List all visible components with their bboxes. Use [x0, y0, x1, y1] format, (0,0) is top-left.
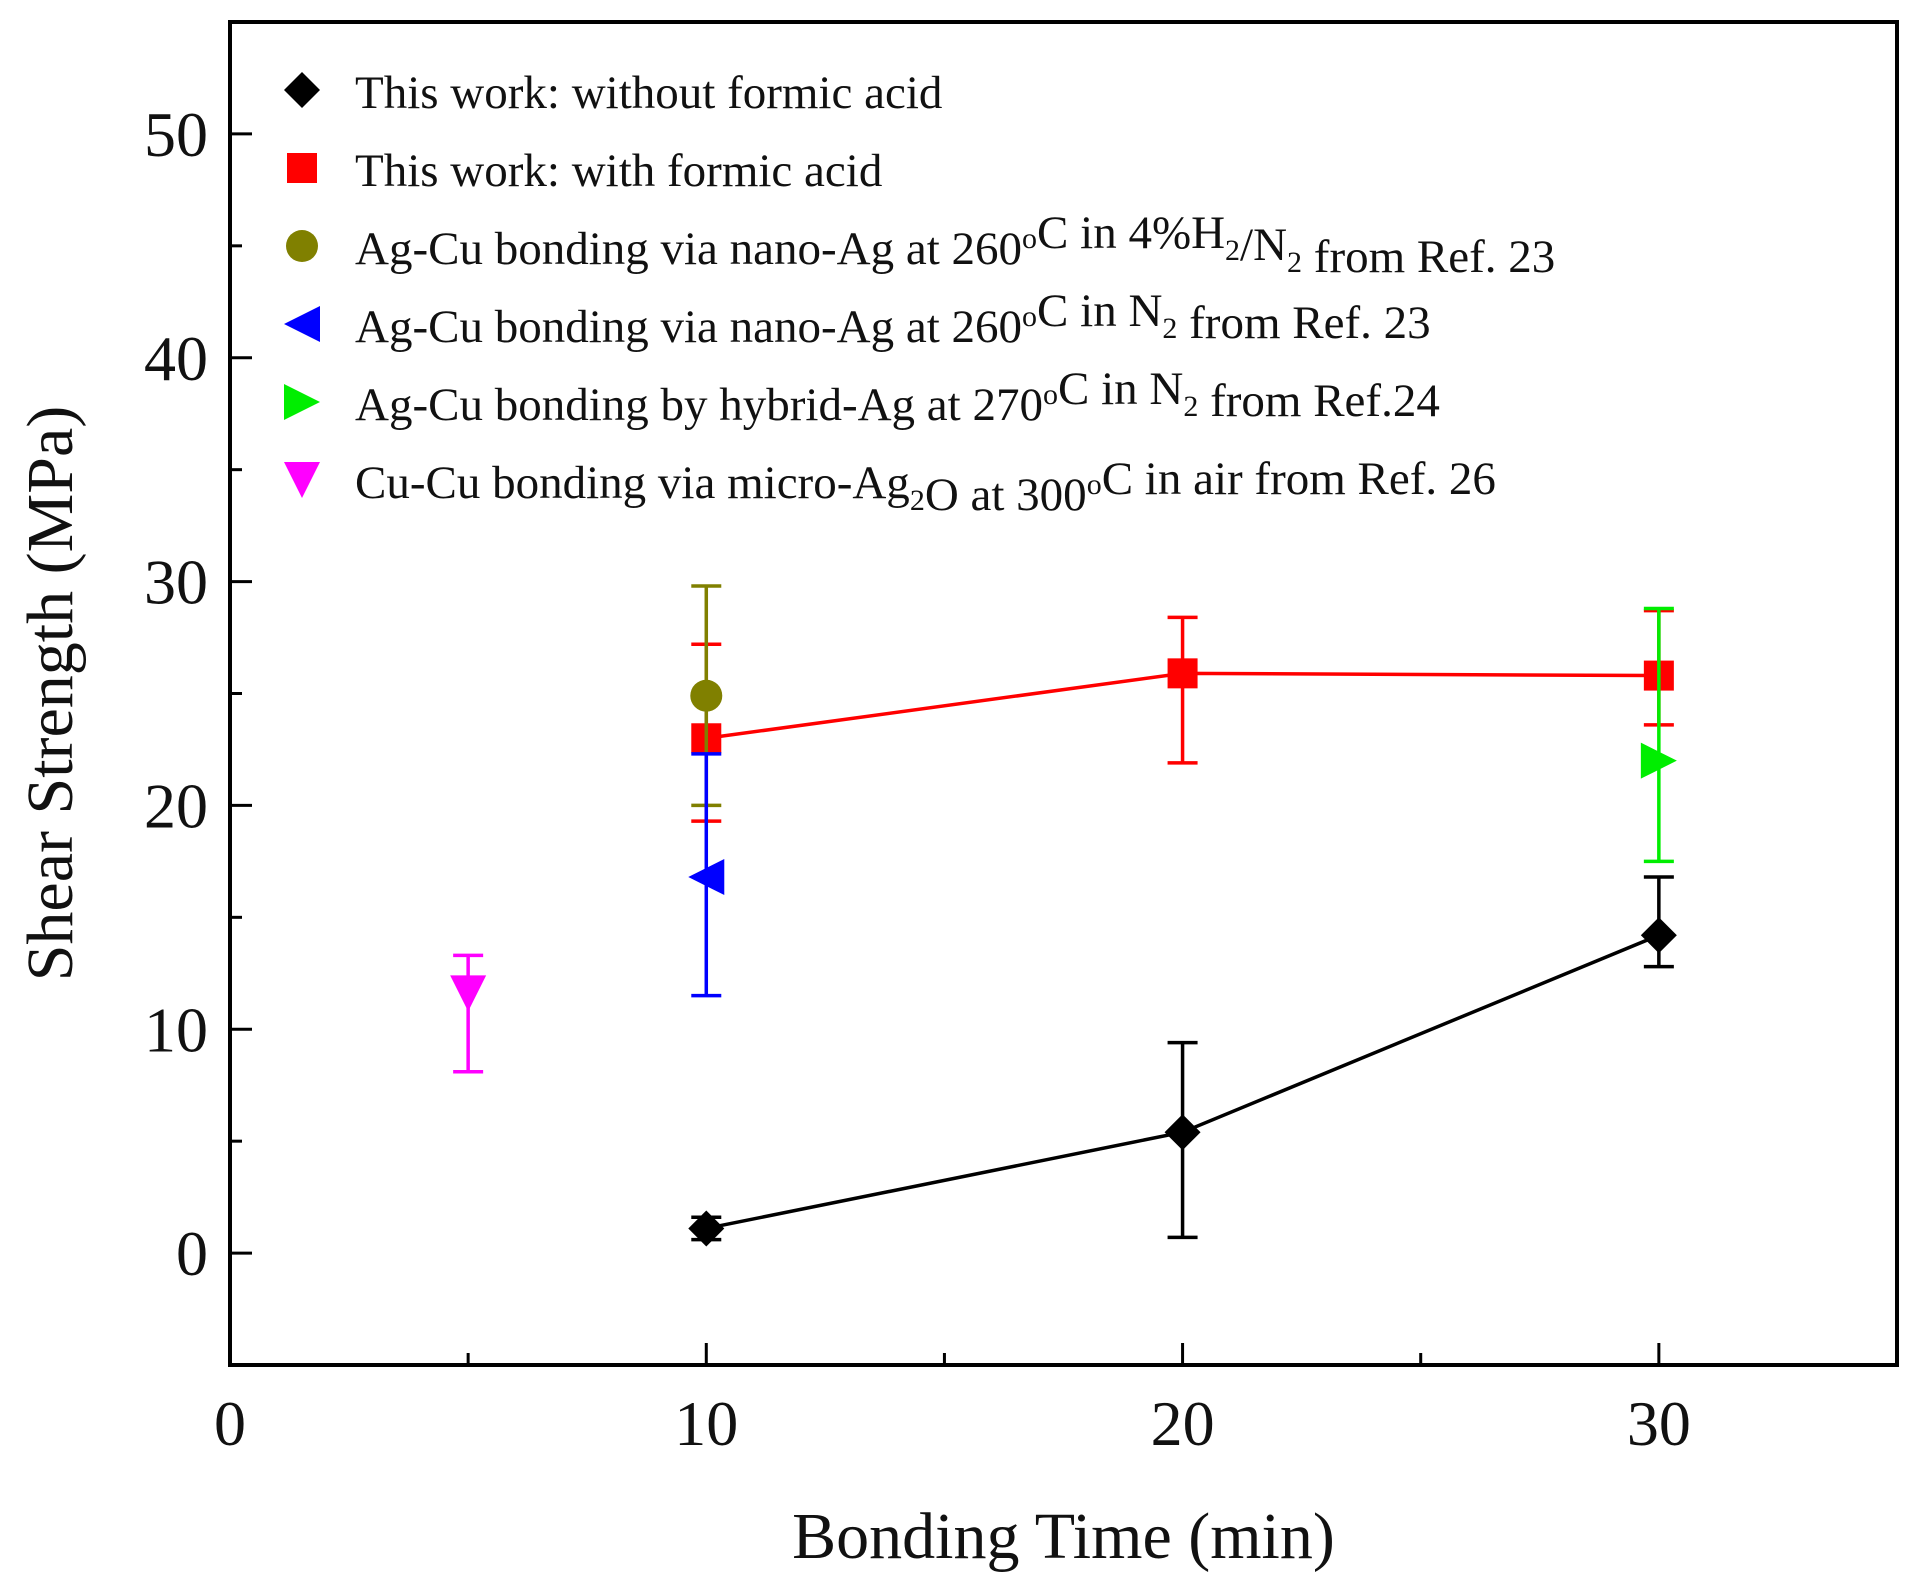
data-point	[1640, 917, 1677, 954]
data-point	[690, 679, 723, 712]
legend-text-run: /N	[1240, 219, 1287, 271]
legend-label: Ag-Cu bonding via nano-Ag at 260oC in 4%…	[355, 207, 1555, 283]
legend-entry: Ag-Cu bonding by hybrid-Ag at 270oC in N…	[284, 363, 1440, 431]
x-tick-label: 30	[1627, 1388, 1691, 1459]
y-tick-label: 0	[176, 1218, 208, 1289]
legend-text-run: This work: with formic acid	[355, 145, 882, 197]
legend: This work: without formic acid This work:…	[284, 67, 1555, 521]
legend-label: This work: with formic acid	[355, 145, 882, 197]
legend-subscript: 2	[1162, 312, 1177, 345]
data-point	[450, 975, 487, 1012]
legend-subscript: 2	[910, 484, 925, 517]
data-point	[688, 859, 725, 896]
legend-label: Cu-Cu bonding via micro-Ag2O at 300oC in…	[355, 453, 1496, 521]
y-tick-label: 50	[144, 99, 208, 170]
y-tick-label: 20	[144, 770, 208, 841]
data-point	[1640, 742, 1677, 779]
legend-marker	[284, 384, 320, 420]
legend-marker	[284, 72, 320, 108]
data-point	[1164, 1114, 1201, 1151]
legend-text-run: C in N	[1037, 285, 1162, 337]
legend-text-run: This work: without formic acid	[355, 67, 942, 119]
legend-entry: This work: with formic acid	[287, 145, 882, 197]
x-tick-label: 10	[674, 1388, 738, 1459]
legend-text-run: from Ref.24	[1198, 375, 1439, 427]
legend-marker	[287, 153, 317, 183]
y-tick-label: 40	[144, 323, 208, 394]
series-5	[1640, 606, 1677, 864]
y-tick-label: 30	[144, 547, 208, 618]
legend-entry: Ag-Cu bonding via nano-Ag at 260oC in 4%…	[286, 207, 1555, 283]
series-group	[450, 584, 1677, 1247]
legend-text-run: from Ref. 23	[1177, 297, 1430, 349]
y-tick-label: 10	[144, 994, 208, 1065]
legend-superscript: o	[1043, 378, 1058, 411]
legend-label: This work: without formic acid	[355, 67, 942, 119]
legend-marker	[284, 306, 320, 342]
x-axis-title: Bonding Time (min)	[792, 1500, 1335, 1573]
series-1	[688, 875, 1677, 1247]
x-tick-label: 0	[214, 1388, 246, 1459]
legend-label: Ag-Cu bonding by hybrid-Ag at 270oC in N…	[355, 363, 1440, 431]
legend-text-run: Cu-Cu bonding via micro-Ag	[355, 457, 910, 509]
legend-entry: Ag-Cu bonding via nano-Ag at 260oC in N2…	[284, 285, 1431, 353]
legend-text-run: Ag-Cu bonding via nano-Ag at 260	[355, 223, 1022, 275]
series-6	[450, 953, 487, 1074]
axes-group: 0 10 20 30 0 10 20 30 40 50	[144, 20, 1899, 1459]
legend-text-run: Ag-Cu bonding via nano-Ag at 260	[355, 301, 1022, 353]
legend-marker	[284, 462, 320, 498]
legend-superscript: o	[1022, 300, 1037, 333]
legend-label: Ag-Cu bonding via nano-Ag at 260oC in N2…	[355, 285, 1431, 353]
legend-superscript: o	[1022, 222, 1037, 255]
series-4	[688, 752, 725, 998]
legend-entry: Cu-Cu bonding via micro-Ag2O at 300oC in…	[284, 453, 1496, 521]
data-point	[1167, 658, 1198, 689]
legend-text-run: Ag-Cu bonding by hybrid-Ag at 270	[355, 379, 1043, 431]
data-point	[688, 1210, 725, 1247]
legend-entry: This work: without formic acid	[284, 67, 942, 119]
legend-subscript: 2	[1287, 246, 1302, 279]
legend-marker	[286, 230, 318, 262]
legend-text-run: C in air from Ref. 26	[1102, 453, 1496, 505]
legend-subscript: 2	[1225, 234, 1240, 267]
y-axis-title: Shear Strength (MPa)	[14, 406, 87, 982]
legend-subscript: 2	[1183, 390, 1198, 423]
legend-text-run: O at 300	[925, 469, 1087, 521]
x-tick-label: 20	[1151, 1388, 1215, 1459]
legend-text-run: from Ref. 23	[1302, 231, 1555, 283]
legend-text-run: C in 4%H	[1037, 207, 1225, 259]
legend-text-run: C in N	[1058, 363, 1183, 415]
legend-superscript: o	[1087, 468, 1102, 501]
